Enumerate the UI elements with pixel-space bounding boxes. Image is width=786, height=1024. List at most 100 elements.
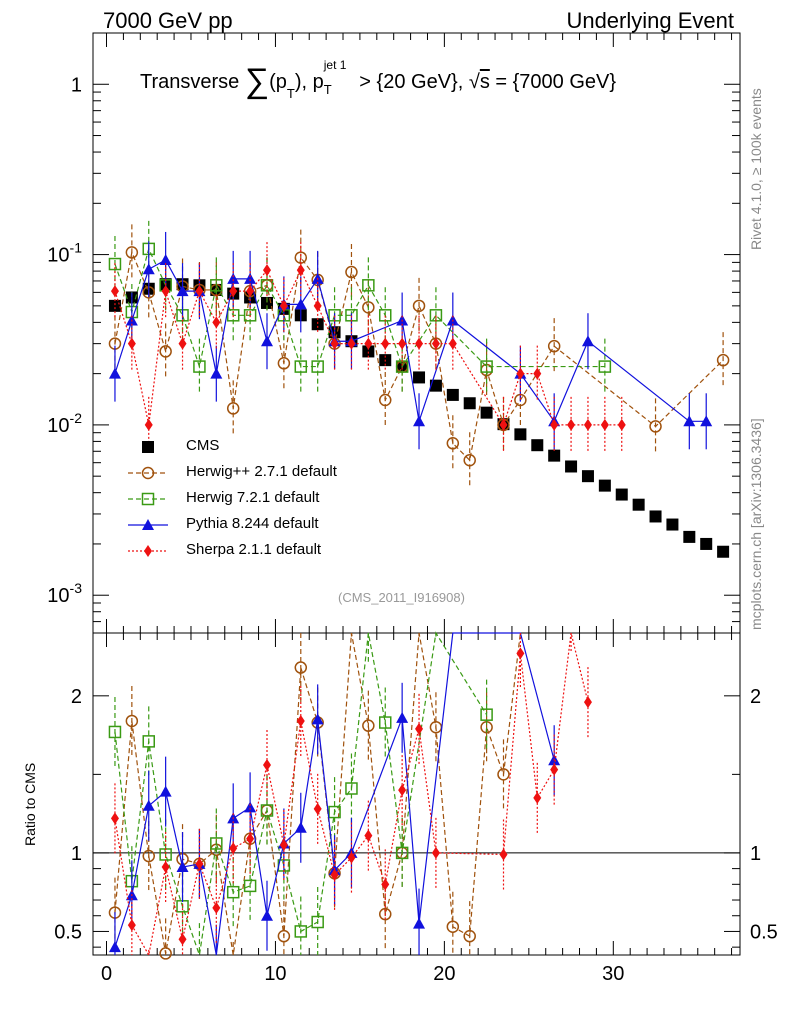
data-point (581, 335, 594, 347)
data-point (313, 299, 322, 312)
legend-marker (144, 545, 152, 557)
data-point (480, 360, 493, 373)
data-point (144, 418, 153, 431)
ratio-sherpa-2-1-1-default (110, 632, 592, 957)
y-tick-label-main: 10-1 (47, 240, 82, 267)
data-point (431, 337, 440, 350)
ratio-point (328, 805, 341, 819)
ratio-point (142, 849, 155, 863)
data-point (226, 402, 240, 415)
legend-marker (141, 492, 155, 506)
ratio-point (533, 791, 542, 804)
data-point (632, 498, 645, 511)
ratio-point (294, 661, 308, 674)
series-line (114, 268, 622, 427)
data-point (362, 345, 375, 358)
data-point (178, 337, 187, 350)
data-point (108, 299, 121, 312)
data-point (108, 257, 122, 271)
data-point (229, 285, 238, 298)
ratio-point (127, 919, 136, 932)
ratio-point (550, 763, 559, 776)
data-point (279, 299, 288, 312)
y-tick-label-main: 10-3 (47, 580, 82, 607)
data-point (277, 357, 291, 370)
ratio-point (431, 846, 440, 859)
data-point (193, 360, 206, 373)
data-point (583, 418, 592, 431)
data-point (364, 337, 373, 350)
data-point (548, 449, 561, 462)
data-point (531, 439, 544, 452)
ratio-point (108, 941, 121, 953)
ratio-point (260, 804, 274, 817)
data-point (547, 339, 561, 353)
analysis-tag: (CMS_2011_I916908) (338, 590, 465, 605)
data-point (446, 388, 459, 401)
data-point (598, 360, 612, 373)
ratio-point (362, 719, 375, 732)
legend-marker (142, 441, 154, 453)
data-point (480, 406, 493, 419)
ratio-line (114, 632, 589, 957)
y-tick-label-ratio-right: 0.5 (750, 921, 778, 943)
ratio-point (381, 878, 390, 891)
x-tick-label: 20 (433, 963, 455, 985)
ratio-point (330, 868, 339, 881)
data-point (110, 285, 119, 298)
ratio-point (142, 799, 155, 811)
data-point (600, 418, 609, 431)
data-point (246, 285, 255, 298)
ratio-point (398, 784, 407, 797)
data-point (415, 337, 424, 350)
data-point (463, 397, 476, 410)
data-point (294, 298, 307, 310)
data-point (598, 479, 611, 492)
title-s: s (479, 71, 490, 93)
data-point (413, 415, 426, 427)
ratio-point (176, 861, 189, 873)
ratio-point (294, 821, 307, 833)
data-point (244, 272, 257, 284)
title-t1: T (286, 86, 295, 101)
ratio-point (142, 735, 155, 748)
y-tick-label-ratio: 1 (71, 843, 82, 865)
ratio-point (480, 708, 493, 721)
ratio-point (195, 857, 204, 870)
data-point (683, 415, 696, 427)
ratio-point (159, 947, 172, 960)
data-point (533, 367, 542, 380)
data-point (294, 360, 308, 373)
ratio-point (396, 711, 409, 723)
data-point (666, 518, 679, 531)
ratio-point (413, 917, 426, 929)
data-point (176, 285, 189, 297)
y-tick-label-main: 1 (71, 74, 82, 96)
ratio-ylabel: Ratio to CMS (22, 762, 38, 846)
y-tick-label-ratio-right: 2 (750, 686, 761, 708)
legend-marker (142, 519, 154, 530)
data-point (161, 285, 170, 298)
ratio-point (229, 842, 238, 855)
ratio-point (378, 907, 392, 921)
ratio-point (311, 713, 324, 725)
x-tick-label: 30 (602, 963, 624, 985)
x-tick-label: 10 (264, 963, 286, 985)
ratio-point (463, 929, 476, 943)
ratio-point (212, 901, 221, 914)
data-point (412, 299, 426, 313)
series-herwig-7-2-1-default (108, 220, 612, 395)
ratio-point (277, 929, 291, 943)
data-point (565, 460, 578, 473)
ratio-point (244, 801, 257, 813)
data-point (581, 470, 594, 483)
ratio-point (395, 846, 409, 860)
data-point (381, 337, 390, 350)
data-point (210, 367, 223, 379)
data-point (413, 371, 426, 384)
data-point (617, 418, 626, 431)
data-point (567, 418, 576, 431)
data-point (499, 418, 508, 431)
